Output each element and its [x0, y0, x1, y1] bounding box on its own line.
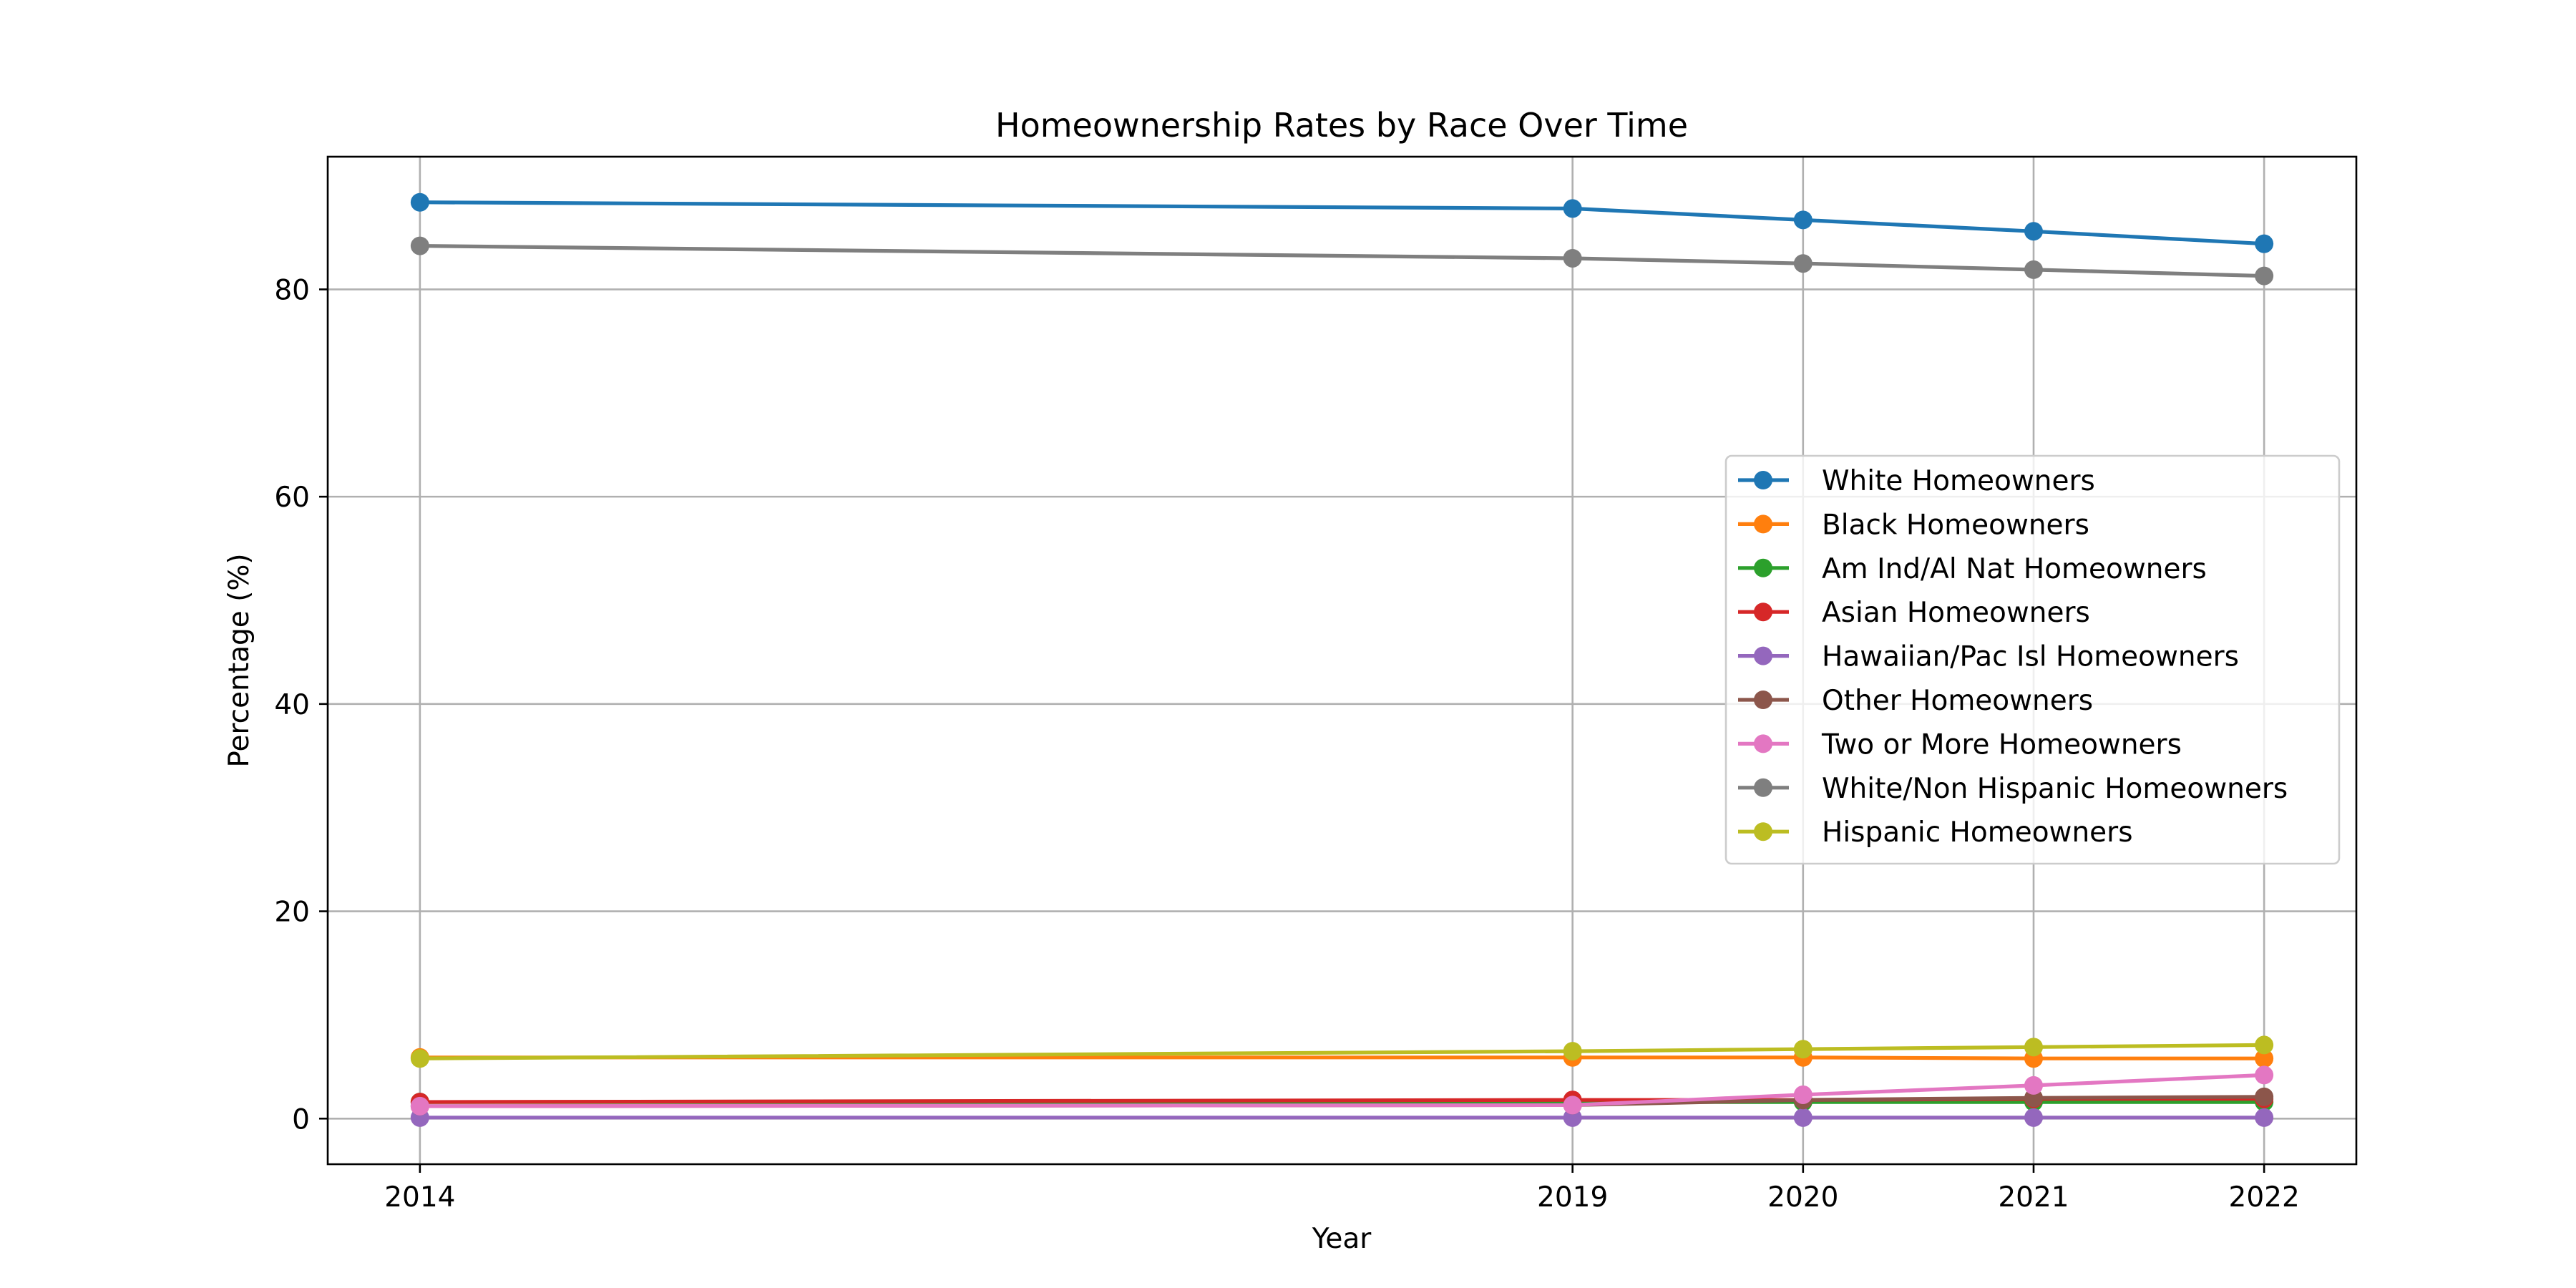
legend-entry: Two or More Homeowners	[1738, 728, 2182, 761]
legend-label: Asian Homeowners	[1822, 597, 2090, 629]
data-point	[1563, 248, 1582, 268]
data-point	[2024, 1038, 2043, 1057]
y-tick-label: 80	[274, 274, 310, 306]
data-point	[1793, 1040, 1813, 1059]
legend-marker	[1754, 558, 1772, 577]
x-tick-label: 2021	[1998, 1181, 2069, 1214]
legend-label: Am Ind/Al Nat Homeowners	[1822, 553, 2207, 585]
series-7	[410, 1065, 2274, 1116]
legend-entry: Other Homeowners	[1738, 685, 2093, 717]
legend-entry: White/Non Hispanic Homeowners	[1738, 773, 2288, 805]
data-point	[2255, 1108, 2274, 1127]
data-point	[2024, 1075, 2043, 1095]
series-lines	[410, 192, 2274, 1127]
legend-entry: Am Ind/Al Nat Homeowners	[1738, 553, 2207, 585]
legend-marker	[1754, 822, 1772, 841]
y-tick-label: 60	[274, 482, 310, 514]
data-point	[2024, 260, 2043, 279]
legend-marker	[1754, 471, 1772, 489]
data-point	[1563, 199, 1582, 218]
x-tick-label: 2020	[1767, 1181, 1838, 1214]
data-point	[410, 236, 429, 255]
data-point	[2255, 1049, 2274, 1068]
legend-marker	[1754, 646, 1772, 665]
legend-label: Black Homeowners	[1822, 509, 2089, 541]
x-tick-label: 2022	[2229, 1181, 2300, 1214]
legend-entry: Hawaiian/Pac Isl Homeowners	[1738, 641, 2239, 673]
legend-marker	[1754, 778, 1772, 797]
plot-frame	[326, 155, 2358, 1166]
chart-title: Homeownership Rates by Race Over Time	[995, 106, 1688, 145]
data-point	[1793, 1085, 1813, 1104]
legend-label: Two or More Homeowners	[1821, 728, 2182, 761]
data-point	[2024, 1108, 2043, 1127]
y-tick-label: 20	[274, 897, 310, 929]
legend-entry: Asian Homeowners	[1738, 597, 2090, 629]
y-tick-label: 40	[274, 689, 310, 721]
data-point	[1793, 1108, 1813, 1127]
data-point	[2255, 266, 2274, 286]
data-point	[2255, 1065, 2274, 1085]
axis-ticks: 2014 2019 2020 2021 2022 0 20 40 60 80	[274, 274, 2299, 1214]
data-point	[1563, 1096, 1582, 1115]
legend-marker	[1754, 602, 1772, 622]
x-tick-label: 2019	[1537, 1181, 1608, 1214]
data-point	[1793, 210, 1813, 230]
y-tick-label: 0	[292, 1103, 310, 1136]
data-point	[410, 192, 429, 212]
x-axis-label: Year	[1312, 1223, 1372, 1255]
legend-marker	[1754, 734, 1772, 753]
series-1	[410, 192, 2274, 253]
legend-marker	[1754, 514, 1772, 534]
series-9	[410, 1035, 2274, 1068]
legend-entry: White Homeowners	[1738, 465, 2095, 497]
legend: White Homeowners Black Homeowners Am Ind/A…	[1724, 454, 2341, 865]
x-tick-label: 2014	[384, 1181, 455, 1214]
y-axis-label: Percentage (%)	[223, 553, 255, 767]
data-point	[2255, 1035, 2274, 1055]
legend-label: White Homeowners	[1822, 465, 2095, 497]
legend-label: Hispanic Homeowners	[1822, 816, 2133, 849]
legend-label: White/Non Hispanic Homeowners	[1822, 773, 2288, 805]
data-point	[410, 1096, 429, 1116]
legend-label: Other Homeowners	[1822, 685, 2093, 717]
data-point	[1563, 1042, 1582, 1061]
data-point	[1793, 254, 1813, 273]
series-8	[410, 236, 2274, 286]
legend-entry: Black Homeowners	[1738, 509, 2089, 541]
legend-label: Hawaiian/Pac Isl Homeowners	[1822, 641, 2239, 673]
legend-entry: Hispanic Homeowners	[1738, 816, 2133, 849]
legend-box	[1724, 454, 2341, 865]
legend-marker	[1754, 691, 1772, 709]
data-point	[2255, 234, 2274, 253]
data-point	[410, 1049, 429, 1068]
data-point	[2255, 1087, 2274, 1106]
data-point	[2024, 222, 2043, 241]
